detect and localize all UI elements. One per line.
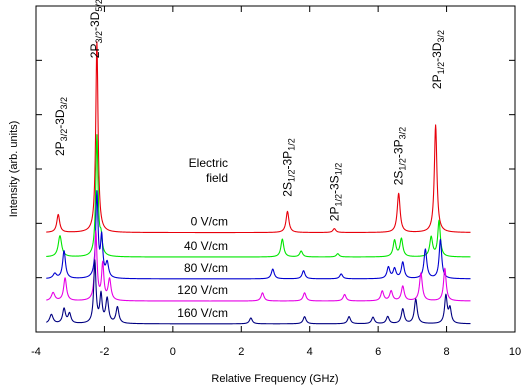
legend-header-line-2: field bbox=[206, 171, 228, 185]
transition-label: 2P3/2-3D3/2 bbox=[53, 97, 69, 156]
transition-label-main: -3P bbox=[392, 139, 406, 158]
y-axis-label: Intensity (arb. units) bbox=[8, 121, 20, 218]
x-tick-label: 10 bbox=[509, 346, 521, 358]
series-line bbox=[46, 259, 471, 325]
series-label: 40 V/cm bbox=[184, 239, 228, 253]
transition-label-sub: 3/2 bbox=[59, 129, 69, 142]
x-tick-label: 8 bbox=[444, 346, 450, 358]
transition-label-main: -3P bbox=[281, 151, 295, 170]
series-label: 80 V/cm bbox=[184, 261, 228, 275]
axis-ticks bbox=[35, 6, 516, 332]
series-layer bbox=[46, 41, 471, 325]
x-tick-label: 2 bbox=[238, 346, 244, 358]
transition-label-sub: 1/2 bbox=[398, 158, 408, 171]
transition-label-main: -3S bbox=[327, 175, 341, 194]
transition-label-main: 2P bbox=[88, 44, 102, 59]
transition-label-sub: 1/2 bbox=[333, 194, 343, 207]
transition-label-main: -3D bbox=[430, 42, 444, 62]
transition-label-sub: 3/2 bbox=[398, 127, 408, 140]
transition-label-sub: 1/2 bbox=[333, 163, 343, 176]
transition-label-main: 2S bbox=[281, 182, 295, 197]
transition-label-sub: 3/2 bbox=[436, 30, 446, 43]
transition-label-sub: 5/2 bbox=[94, 0, 104, 12]
x-tick-label: 6 bbox=[375, 346, 381, 358]
series-line bbox=[46, 41, 471, 234]
transition-label-sub: 3/2 bbox=[59, 97, 69, 110]
series-label: 0 V/cm bbox=[191, 215, 228, 229]
series-label-layer: Electric field 0 V/cm 40 V/cm 80 V/cm 120 V… bbox=[177, 156, 228, 320]
series-label: 160 V/cm bbox=[177, 306, 228, 320]
x-tick-label: -4 bbox=[31, 346, 41, 358]
transition-label: 2P1/2-3D3/2 bbox=[430, 30, 446, 89]
series-line bbox=[46, 134, 471, 258]
transition-label-main: -3D bbox=[88, 11, 102, 31]
x-tick-labels: -4 -2 0 2 4 6 8 10 bbox=[31, 346, 521, 358]
series-line bbox=[46, 230, 471, 302]
transition-label-main: 2S bbox=[392, 171, 406, 186]
transition-label-main: -3D bbox=[53, 109, 67, 129]
series-label: 120 V/cm bbox=[177, 283, 228, 297]
transition-label-sub: 1/2 bbox=[287, 169, 297, 182]
series-line bbox=[46, 190, 471, 280]
x-tick-label: 0 bbox=[170, 346, 176, 358]
x-tick-label: -2 bbox=[100, 346, 110, 358]
transition-label: 2P1/2-3S1/2 bbox=[327, 163, 343, 221]
transition-label-sub: 1/2 bbox=[287, 138, 297, 151]
legend-header-line-1: Electric bbox=[189, 156, 228, 170]
transition-label-main: 2P bbox=[53, 141, 67, 156]
x-tick-label: 4 bbox=[307, 346, 313, 358]
annotation-layer: 2P3/2-3D3/22P3/2-3D5/22S1/2-3P1/22P1/2-3… bbox=[53, 0, 446, 221]
x-axis-label: Relative Frequency (GHz) bbox=[211, 373, 338, 385]
transition-label-main: 2P bbox=[327, 207, 341, 222]
transition-label-main: 2P bbox=[430, 74, 444, 89]
transition-label: 2S1/2-3P1/2 bbox=[281, 138, 297, 196]
transition-label: 2P3/2-3D5/2 bbox=[88, 0, 104, 58]
transition-label-sub: 1/2 bbox=[436, 62, 446, 75]
transition-label-sub: 3/2 bbox=[94, 31, 104, 44]
transition-label: 2S1/2-3P3/2 bbox=[392, 127, 408, 185]
